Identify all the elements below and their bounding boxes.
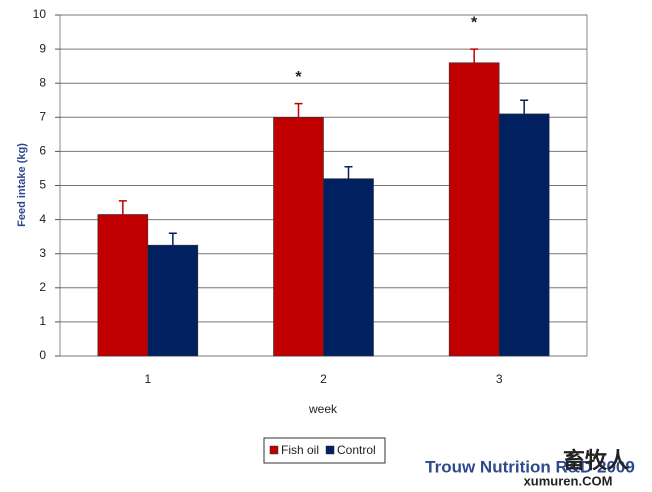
y-tick-label: 8 xyxy=(39,75,46,89)
bar xyxy=(448,62,500,357)
significance-marker: * xyxy=(471,14,478,31)
error-bar xyxy=(344,165,353,179)
watermark: 畜牧人 xyxy=(563,448,629,473)
y-tick-label: 2 xyxy=(39,280,46,294)
bar xyxy=(273,117,324,357)
y-axis-label: Feed intake (kg) xyxy=(16,143,28,227)
bar xyxy=(323,178,374,357)
legend-label: Control xyxy=(337,443,376,457)
x-tick-label: 2 xyxy=(320,372,327,386)
y-tick-label: 10 xyxy=(33,7,47,21)
y-tick-label: 7 xyxy=(39,109,46,123)
error-bar xyxy=(520,99,529,114)
y-tick-label: 6 xyxy=(39,144,46,158)
x-tick-label: 1 xyxy=(144,372,151,386)
error-bar xyxy=(294,102,303,118)
error-bar xyxy=(168,232,177,246)
legend-swatch xyxy=(325,445,335,455)
x-tick-label: 3 xyxy=(496,372,503,386)
legend-swatch xyxy=(269,445,279,455)
legend-box xyxy=(263,437,386,464)
significance-marker: * xyxy=(295,69,302,86)
watermark: xumuren.COM xyxy=(524,473,613,488)
y-tick-label: 5 xyxy=(39,178,46,192)
error-bar xyxy=(118,200,127,215)
bar xyxy=(97,214,149,357)
legend-label: Fish oil xyxy=(281,443,319,457)
y-tick-label: 0 xyxy=(39,348,46,362)
y-tick-label: 1 xyxy=(39,314,46,328)
y-tick-label: 9 xyxy=(39,41,46,55)
error-bar xyxy=(470,48,479,63)
y-tick-label: 4 xyxy=(39,212,46,226)
x-axis-label: week xyxy=(308,402,338,416)
source: Trouw Nutrition R&D 2009 xyxy=(425,457,635,476)
y-tick-label: 3 xyxy=(39,246,46,260)
bar xyxy=(147,244,199,357)
bar xyxy=(498,113,550,357)
